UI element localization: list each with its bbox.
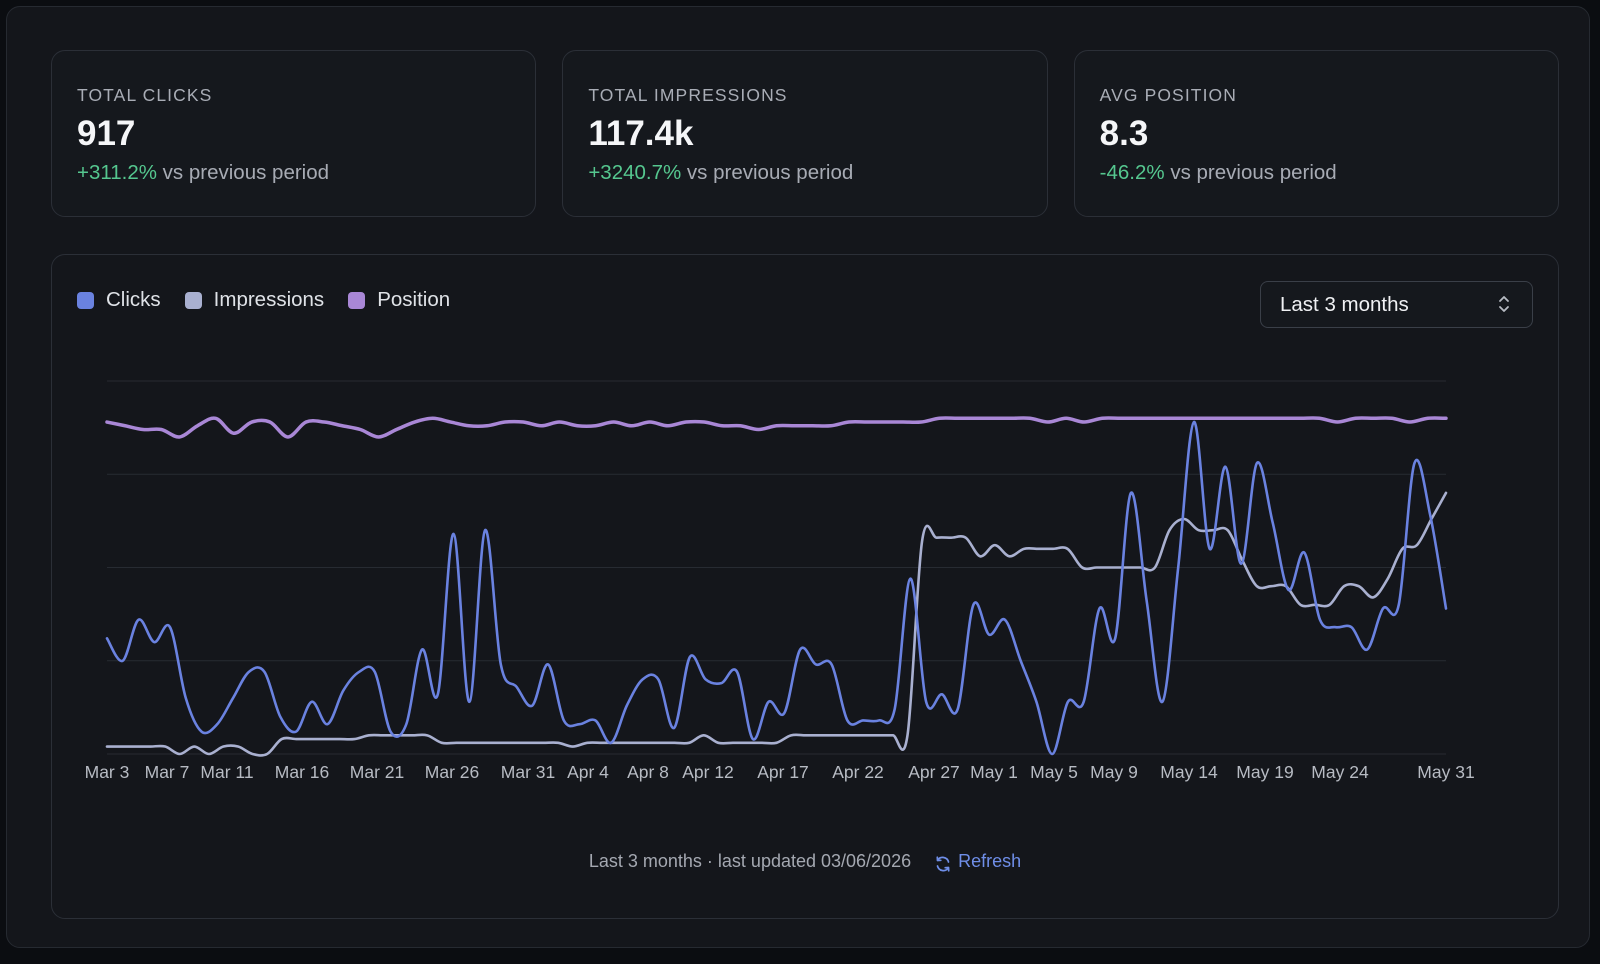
avg-position-label: AVG POSITION (1099, 85, 1237, 105)
chart-card: Clicks Impressions Position Last 3 month… (51, 254, 1559, 919)
total-impressions-label: TOTAL IMPRESSIONS (588, 85, 788, 105)
last-updated-text: Last 3 months · last updated 03/06/2026 (588, 851, 912, 871)
total-clicks-suffix: vs previous period (156, 161, 330, 184)
x-tick-label: Apr 4 (567, 762, 609, 782)
position-swatch (348, 291, 366, 309)
legend-label-clicks: Clicks (106, 288, 161, 311)
date-range-value: Last 3 months (1280, 293, 1409, 316)
x-tick-label: May 9 (1090, 762, 1138, 782)
x-tick-label: Apr 22 (832, 762, 884, 782)
total-impressions-suffix: vs previous period (681, 161, 854, 184)
refresh-icon (936, 855, 950, 872)
legend-label-impressions: Impressions (213, 288, 325, 311)
x-tick-label: Apr 12 (682, 762, 734, 782)
x-tick-label: Apr 17 (757, 762, 809, 782)
total-clicks-delta: +311.2% (77, 161, 157, 184)
impressions-swatch (184, 291, 202, 309)
x-tick-label: Mar 16 (275, 762, 329, 782)
total-impressions-change: +3240.7% vs previous period (588, 160, 1021, 186)
refresh-label: Refresh (958, 851, 1022, 871)
total-impressions-card: TOTAL IMPRESSIONS 117.4k +3240.7% vs pre… (562, 50, 1048, 217)
avg-position-suffix: vs previous period (1164, 161, 1337, 184)
total-clicks-value: 917 (77, 114, 136, 153)
chart-legend: Clicks Impressions Position (77, 285, 450, 315)
total-clicks-change: +311.2% vs previous period (77, 160, 510, 186)
legend-item-impressions[interactable]: Impressions (184, 285, 325, 315)
avg-position-delta: -46.2% (1099, 161, 1165, 184)
avg-position-value: 8.3 (1099, 114, 1149, 153)
stats-row: TOTAL CLICKS 917 +311.2% vs previous per… (51, 50, 1559, 217)
legend-label-position: Position (377, 288, 451, 311)
x-tick-label: Apr 8 (627, 762, 669, 782)
x-tick-label: May 31 (1417, 762, 1474, 782)
clicks-swatch (77, 291, 94, 309)
total-clicks-card: TOTAL CLICKS 917 +311.2% vs previous per… (51, 50, 537, 217)
x-tick-label: Mar 11 (200, 762, 253, 782)
x-tick-label: Mar 21 (350, 762, 404, 782)
x-tick-label: May 5 (1030, 762, 1078, 782)
date-range-select[interactable]: Last 3 months (1260, 281, 1533, 328)
x-tick-label: May 24 (1311, 762, 1369, 782)
total-clicks-label: TOTAL CLICKS (77, 85, 213, 105)
total-impressions-delta: +3240.7% (588, 161, 682, 184)
analytics-panel: TOTAL CLICKS 917 +311.2% vs previous per… (6, 6, 1590, 948)
x-tick-label: May 1 (970, 762, 1018, 782)
x-tick-label: Mar 3 (85, 762, 130, 782)
x-tick-label: Mar 31 (501, 762, 555, 782)
avg-position-change: -46.2% vs previous period (1100, 160, 1533, 186)
x-tick-label: Apr 27 (908, 762, 960, 782)
impressions-series-line (105, 491, 1448, 757)
clicks-series-line (105, 420, 1448, 756)
chart-footer: Last 3 months · last updated 03/06/2026 … (52, 847, 1558, 875)
legend-item-position[interactable]: Position (348, 285, 450, 315)
x-tick-label: May 19 (1236, 762, 1293, 782)
legend-item-clicks[interactable]: Clicks (77, 285, 161, 315)
total-impressions-value: 117.4k (588, 114, 694, 153)
position-series-line (105, 416, 1448, 439)
chevron-up-down-icon (1499, 296, 1509, 312)
x-tick-label: Mar 7 (145, 762, 190, 782)
line-chart: Mar 3 Mar 7 Mar 11 Mar 16 Mar 21 Mar 26 Mar 31… (85, 380, 1475, 782)
x-tick-label: Mar 26 (425, 762, 479, 782)
avg-position-card: AVG POSITION 8.3 -46.2% vs previous peri… (1073, 50, 1559, 217)
x-tick-label: May 14 (1160, 762, 1218, 782)
refresh-button[interactable]: Refresh (934, 847, 1021, 875)
